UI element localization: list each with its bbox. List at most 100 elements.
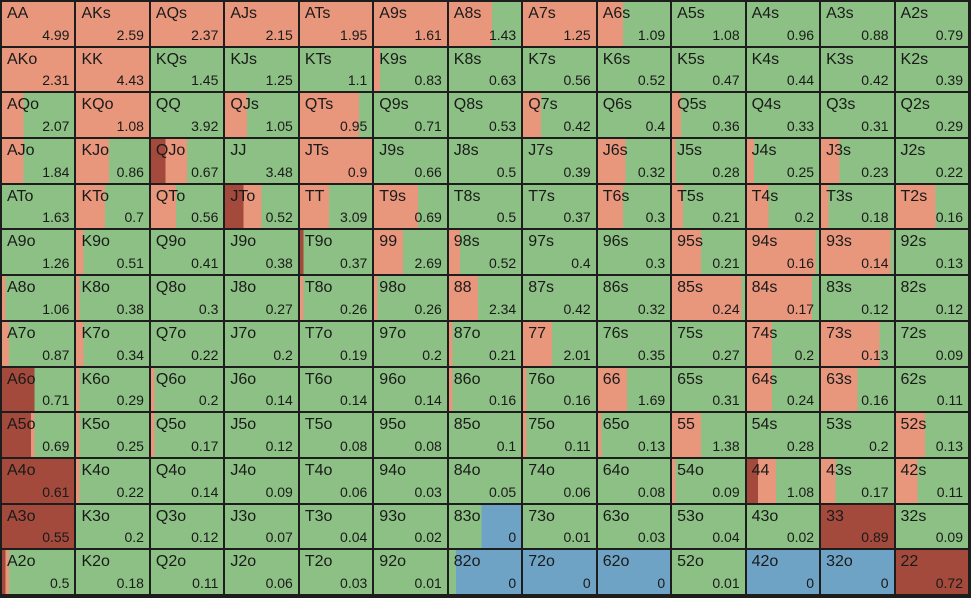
hand-cell-K8o[interactable]: K8o 0.38 <box>76 276 149 320</box>
hand-cell-A5o[interactable]: A5o 0.69 <box>2 413 75 457</box>
hand-cell-T6s[interactable]: T6s 0.3 <box>597 184 671 229</box>
hand-cell-42o[interactable]: 42o 0 <box>746 550 820 594</box>
hand-cell-K5s[interactable]: K5s 0.47 <box>672 47 745 92</box>
hand-cell-K6o[interactable]: K6o 0.29 <box>76 367 149 412</box>
hand-cell-96s[interactable]: 96s 0.3 <box>597 230 671 275</box>
hand-cell-A3o[interactable]: A3o 0.55 <box>2 504 75 549</box>
hand-cell-88[interactable]: 88 2.34 <box>448 276 522 320</box>
hand-cell-82s[interactable]: 82s 0.12 <box>895 276 968 320</box>
hand-cell-AKs[interactable]: AKs 2.59 <box>76 2 149 46</box>
hand-cell-K3o[interactable]: K3o 0.2 <box>76 504 149 549</box>
hand-cell-77[interactable]: 77 2.01 <box>523 321 596 366</box>
hand-cell-AJo[interactable]: AJo 1.84 <box>2 139 75 183</box>
hand-cell-52o[interactable]: 52o 0.01 <box>672 550 745 594</box>
hand-cell-95o[interactable]: 95o 0.08 <box>374 413 447 457</box>
hand-cell-Q5s[interactable]: Q5s 0.36 <box>672 93 745 138</box>
hand-cell-62o[interactable]: 62o 0 <box>597 550 671 594</box>
hand-cell-74s[interactable]: 74s 0.2 <box>746 321 820 366</box>
hand-cell-72o[interactable]: 72o 0 <box>523 550 596 594</box>
hand-cell-T4o[interactable]: T4o 0.06 <box>299 458 373 503</box>
hand-cell-22[interactable]: 22 0.72 <box>895 550 968 594</box>
hand-cell-T5o[interactable]: T5o 0.08 <box>299 413 373 457</box>
hand-cell-KK[interactable]: KK 4.43 <box>76 47 149 92</box>
hand-cell-A9s[interactable]: A9s 1.61 <box>374 2 447 46</box>
hand-cell-66[interactable]: 66 1.69 <box>597 367 671 412</box>
hand-cell-87s[interactable]: 87s 0.42 <box>523 276 596 320</box>
hand-cell-T7s[interactable]: T7s 0.37 <box>523 184 596 229</box>
hand-cell-84o[interactable]: 84o 0.05 <box>448 458 522 503</box>
hand-cell-Q8s[interactable]: Q8s 0.53 <box>448 93 522 138</box>
hand-cell-A8s[interactable]: A8s 1.43 <box>448 2 522 46</box>
hand-cell-97o[interactable]: 97o 0.2 <box>374 321 447 366</box>
hand-cell-73o[interactable]: 73o 0.01 <box>523 504 596 549</box>
hand-cell-A8o[interactable]: A8o 1.06 <box>2 276 75 320</box>
hand-cell-63s[interactable]: 63s 0.16 <box>821 367 894 412</box>
hand-cell-96o[interactable]: 96o 0.14 <box>374 367 447 412</box>
hand-cell-A6s[interactable]: A6s 1.09 <box>597 2 671 46</box>
hand-cell-Q3s[interactable]: Q3s 0.31 <box>821 93 894 138</box>
hand-cell-K4s[interactable]: K4s 0.44 <box>746 47 820 92</box>
hand-cell-QJs[interactable]: QJs 1.05 <box>225 93 298 138</box>
hand-cell-64s[interactable]: 64s 0.24 <box>746 367 820 412</box>
hand-cell-J7o[interactable]: J7o 0.2 <box>225 321 298 366</box>
hand-cell-87o[interactable]: 87o 0.21 <box>448 321 522 366</box>
hand-cell-J5o[interactable]: J5o 0.12 <box>225 413 298 457</box>
hand-cell-T3s[interactable]: T3s 0.18 <box>821 184 894 229</box>
hand-cell-86o[interactable]: 86o 0.16 <box>448 367 522 412</box>
hand-cell-55[interactable]: 55 1.38 <box>672 413 745 457</box>
hand-cell-AA[interactable]: AA 4.99 <box>2 2 75 46</box>
hand-cell-A4o[interactable]: A4o 0.61 <box>2 458 75 503</box>
hand-cell-J6s[interactable]: J6s 0.32 <box>597 139 671 183</box>
hand-cell-AQo[interactable]: AQo 2.07 <box>2 93 75 138</box>
hand-cell-32s[interactable]: 32s 0.09 <box>895 504 968 549</box>
hand-cell-86s[interactable]: 86s 0.32 <box>597 276 671 320</box>
hand-cell-J4o[interactable]: J4o 0.09 <box>225 458 298 503</box>
hand-cell-93o[interactable]: 93o 0.02 <box>374 504 447 549</box>
hand-cell-K2s[interactable]: K2s 0.39 <box>895 47 968 92</box>
hand-cell-K2o[interactable]: K2o 0.18 <box>76 550 149 594</box>
hand-cell-Q3o[interactable]: Q3o 0.12 <box>150 504 224 549</box>
hand-cell-74o[interactable]: 74o 0.06 <box>523 458 596 503</box>
hand-cell-65s[interactable]: 65s 0.31 <box>672 367 745 412</box>
hand-cell-99[interactable]: 99 2.69 <box>374 230 447 275</box>
hand-cell-KQs[interactable]: KQs 1.45 <box>150 47 224 92</box>
hand-cell-54s[interactable]: 54s 0.28 <box>746 413 820 457</box>
hand-cell-82o[interactable]: 82o 0 <box>448 550 522 594</box>
hand-cell-JTo[interactable]: JTo 0.52 <box>225 184 298 229</box>
hand-cell-T7o[interactable]: T7o 0.19 <box>299 321 373 366</box>
hand-cell-Q9o[interactable]: Q9o 0.41 <box>150 230 224 275</box>
hand-cell-A4s[interactable]: A4s 0.96 <box>746 2 820 46</box>
hand-cell-83s[interactable]: 83s 0.12 <box>821 276 894 320</box>
hand-cell-J7s[interactable]: J7s 0.39 <box>523 139 596 183</box>
hand-cell-52s[interactable]: 52s 0.13 <box>895 413 968 457</box>
hand-cell-T2o[interactable]: T2o 0.03 <box>299 550 373 594</box>
hand-cell-QJo[interactable]: QJo 0.67 <box>150 139 224 183</box>
hand-cell-Q7o[interactable]: Q7o 0.22 <box>150 321 224 366</box>
hand-cell-76s[interactable]: 76s 0.35 <box>597 321 671 366</box>
hand-cell-T2s[interactable]: T2s 0.16 <box>895 184 968 229</box>
hand-cell-T8s[interactable]: T8s 0.5 <box>448 184 522 229</box>
hand-cell-AKo[interactable]: AKo 2.31 <box>2 47 75 92</box>
hand-cell-93s[interactable]: 93s 0.14 <box>821 230 894 275</box>
hand-cell-94s[interactable]: 94s 0.16 <box>746 230 820 275</box>
hand-cell-A2s[interactable]: A2s 0.79 <box>895 2 968 46</box>
hand-cell-Q5o[interactable]: Q5o 0.17 <box>150 413 224 457</box>
hand-cell-J2s[interactable]: J2s 0.22 <box>895 139 968 183</box>
hand-cell-42s[interactable]: 42s 0.11 <box>895 458 968 503</box>
hand-cell-76o[interactable]: 76o 0.16 <box>523 367 596 412</box>
hand-cell-J3o[interactable]: J3o 0.07 <box>225 504 298 549</box>
hand-cell-A7o[interactable]: A7o 0.87 <box>2 321 75 366</box>
hand-cell-Q8o[interactable]: Q8o 0.3 <box>150 276 224 320</box>
hand-cell-T4s[interactable]: T4s 0.2 <box>746 184 820 229</box>
hand-cell-JTs[interactable]: JTs 0.9 <box>299 139 373 183</box>
hand-cell-K9o[interactable]: K9o 0.51 <box>76 230 149 275</box>
hand-cell-Q2s[interactable]: Q2s 0.29 <box>895 93 968 138</box>
hand-cell-J5s[interactable]: J5s 0.28 <box>672 139 745 183</box>
hand-cell-Q6s[interactable]: Q6s 0.4 <box>597 93 671 138</box>
hand-cell-95s[interactable]: 95s 0.21 <box>672 230 745 275</box>
hand-cell-K7o[interactable]: K7o 0.34 <box>76 321 149 366</box>
hand-cell-ATs[interactable]: ATs 1.95 <box>299 2 373 46</box>
hand-cell-KTs[interactable]: KTs 1.1 <box>299 47 373 92</box>
hand-cell-J8o[interactable]: J8o 0.27 <box>225 276 298 320</box>
hand-cell-98s[interactable]: 98s 0.52 <box>448 230 522 275</box>
